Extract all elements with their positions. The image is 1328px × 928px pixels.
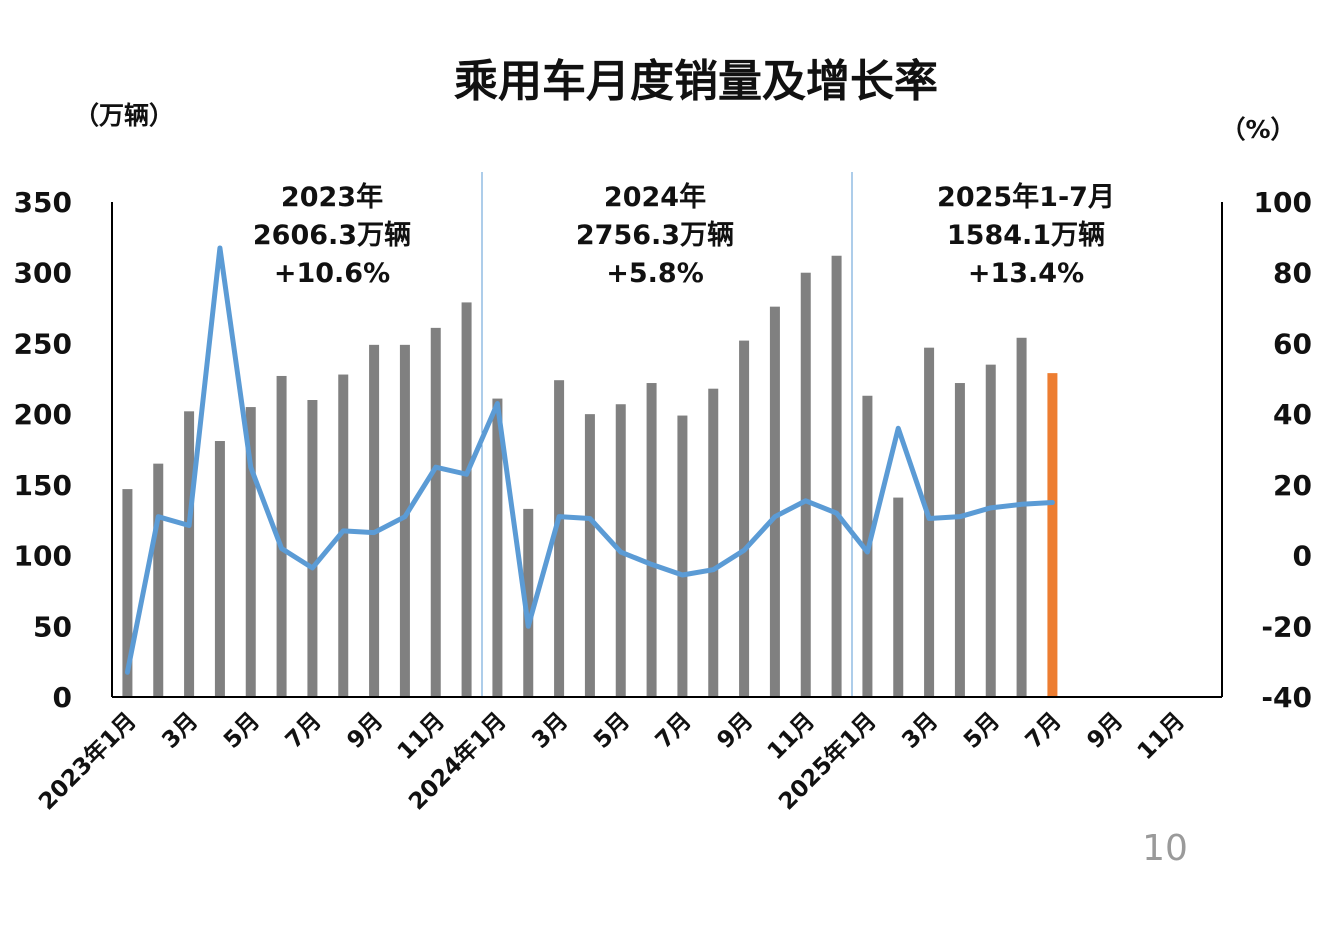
sales-bar-11 [430, 327, 441, 697]
sales-bar-26 [893, 497, 904, 697]
sales-bar-15 [554, 380, 565, 697]
sales-bar-7 [307, 400, 318, 697]
left-tick-label: 100 [14, 540, 72, 573]
year-annotation-2-line-2: 2756.3万辆 [576, 220, 734, 251]
left-tick-label: 50 [33, 610, 72, 643]
left-tick-label: 250 [14, 327, 72, 360]
x-tick-label: 9月 [712, 708, 758, 754]
sales-bar-20 [708, 388, 719, 697]
left-axis-ticks: 0 50 100 150 200 250 300 350 [14, 186, 72, 714]
left-tick-label: 150 [14, 469, 72, 502]
left-axis-unit: （万辆） [74, 101, 174, 130]
left-tick-label: 300 [14, 257, 72, 290]
x-tick-label: 9月 [342, 708, 388, 754]
sales-bar-27 [924, 347, 935, 697]
x-tick-label: 3月 [527, 708, 573, 754]
sales-bar-2 [153, 463, 164, 697]
sales-bar-24 [831, 255, 842, 697]
x-tick-label: 7月 [651, 708, 697, 754]
sales-bar-29 [985, 364, 996, 697]
sales-bar-4 [214, 441, 225, 697]
left-tick-label: 0 [53, 681, 72, 714]
sales-bar-18 [646, 383, 657, 697]
page-number: 10 [1142, 828, 1188, 869]
sales-bar-1 [122, 489, 133, 697]
right-tick-label: -40 [1261, 681, 1312, 714]
sales-bar-3 [184, 411, 195, 697]
x-tick-label: 9月 [1082, 708, 1128, 754]
axes [111, 202, 1223, 698]
right-tick-label: 0 [1293, 540, 1312, 573]
right-tick-label: 40 [1273, 398, 1312, 431]
year-annotation-1-line-3: +10.6% [274, 258, 390, 289]
year-annotations: 2023年 2606.3万辆 +10.6% 2024年 2756.3万辆 +5.8% 202… [253, 181, 1115, 289]
sales-bar-5 [245, 407, 256, 697]
year-annotation-3-line-1: 2025年1-7月 [937, 181, 1115, 213]
left-tick-label: 350 [14, 186, 72, 219]
right-tick-label: 20 [1273, 469, 1312, 502]
sales-bar-14 [523, 508, 534, 697]
x-tick-label: 11月 [393, 708, 450, 765]
right-tick-label: -20 [1261, 610, 1312, 643]
sales-bar-21 [739, 340, 750, 697]
sales-bar-6 [276, 375, 287, 697]
x-tick-label: 7月 [281, 708, 327, 754]
x-tick-label: 5月 [219, 708, 265, 754]
chart-title: 乘用车月度销量及增长率 [454, 56, 938, 107]
x-tick-label: 11月 [763, 708, 820, 765]
x-tick-label: 5月 [589, 708, 635, 754]
sales-bar-30 [1016, 337, 1027, 697]
sales-bar-28 [954, 383, 965, 697]
sales-bar-9 [369, 344, 380, 697]
right-tick-label: 80 [1273, 257, 1312, 290]
left-tick-label: 200 [14, 398, 72, 431]
sales-bar-16 [584, 414, 595, 697]
sales-bar-8 [338, 374, 349, 697]
sales-bar-23 [800, 272, 811, 697]
x-tick-label: 11月 [1133, 708, 1190, 765]
sales-bar-31 [1047, 373, 1058, 697]
right-axis-ticks: -40 -20 0 20 40 60 80 100 [1254, 186, 1312, 714]
sales-bar-12 [461, 302, 472, 697]
sales-bar-22 [769, 306, 780, 697]
year-annotation-2-line-3: +5.8% [606, 258, 704, 289]
sales-bar-13 [492, 398, 503, 697]
x-tick-label: 7月 [1021, 708, 1067, 754]
right-tick-label: 60 [1273, 327, 1312, 360]
year-annotation-3-line-3: +13.4% [968, 258, 1084, 289]
growth-rate-line [124, 245, 1055, 675]
growth-line-group [124, 245, 1055, 675]
sales-bar-19 [677, 415, 688, 697]
x-tick-label: 2023年1月 [33, 707, 141, 815]
x-tick-label: 3月 [897, 708, 943, 754]
x-tick-label: 5月 [959, 708, 1005, 754]
year-annotation-2-line-1: 2024年 [604, 181, 706, 213]
year-annotation-3-line-2: 1584.1万辆 [947, 220, 1105, 251]
right-tick-label: 100 [1254, 186, 1312, 219]
year-annotation-1-line-1: 2023年 [281, 181, 383, 213]
year-annotation-1-line-2: 2606.3万辆 [253, 220, 411, 251]
x-tick-label: 3月 [157, 708, 203, 754]
right-axis-unit: （%） [1220, 115, 1295, 144]
sales-bar-10 [399, 344, 410, 697]
